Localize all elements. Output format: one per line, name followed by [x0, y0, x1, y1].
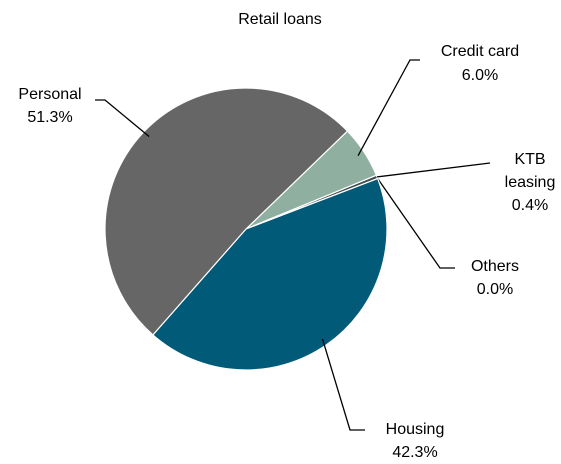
label-line: leasing [505, 174, 556, 191]
pie-slice [152, 177, 388, 371]
chart-title: Retail loans [238, 11, 322, 28]
slice-value-label: 6.0% [462, 67, 498, 84]
slice-value-label: 0.4% [512, 197, 548, 214]
leader-line [376, 162, 491, 178]
slice-value-label: 51.3% [27, 109, 72, 126]
slice-label: KTB leasing [505, 151, 556, 191]
leader-line [377, 178, 455, 269]
slice-value-label: 42.3% [392, 444, 437, 461]
slice-label: Others [471, 258, 519, 275]
slice-label: Housing [386, 421, 445, 438]
leader-line [95, 99, 150, 138]
leader-line [357, 59, 420, 156]
slice-label: Credit card [441, 43, 519, 60]
label-line: KTB [514, 151, 545, 168]
leader-line [321, 338, 365, 431]
slice-value-label: 0.0% [477, 281, 513, 298]
slice-label: Personal [18, 86, 81, 103]
